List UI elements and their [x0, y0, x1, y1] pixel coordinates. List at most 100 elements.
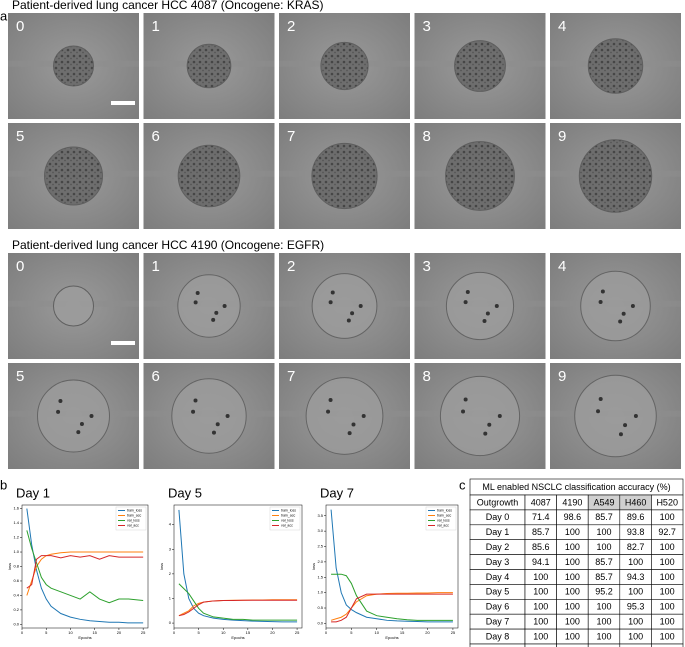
- y-tick-label: 1.5: [317, 574, 323, 579]
- table-value: 100: [660, 617, 675, 627]
- spheroid: [53, 45, 94, 87]
- table-value: Day 7: [486, 617, 510, 627]
- series-line: [330, 592, 453, 621]
- table-value: 100: [596, 617, 611, 627]
- spot: [326, 409, 331, 414]
- scale-bar: [111, 341, 135, 345]
- frame-label: 9: [558, 368, 566, 385]
- frame-label: 9: [558, 128, 566, 145]
- y-tick-label: 0.6: [13, 578, 19, 583]
- y-tick-label: 3.0: [317, 528, 323, 533]
- spot: [623, 423, 628, 428]
- spheroid: [44, 146, 103, 206]
- table-value: 94.3: [627, 572, 645, 582]
- table-value: 82.7: [627, 542, 645, 552]
- table-value: 100: [565, 527, 580, 537]
- y-tick-label: 1.0: [317, 590, 323, 595]
- spheroid: [580, 270, 651, 342]
- x-tick-label: 10: [375, 630, 380, 635]
- frame-label: 4: [558, 18, 566, 35]
- spheroid: [186, 43, 232, 89]
- x-tick-label: 0: [21, 630, 24, 635]
- legend-label: val_acc: [281, 523, 293, 527]
- spot: [483, 431, 488, 436]
- y-tick-label: 0.0: [13, 621, 19, 626]
- spot: [618, 319, 623, 324]
- y-tick-label: 2.0: [317, 559, 323, 564]
- spot: [485, 311, 490, 316]
- y-tick-label: 0: [169, 620, 172, 625]
- x-tick-label: 15: [92, 630, 97, 635]
- spot: [58, 399, 63, 404]
- legend-label: val_acc: [127, 523, 139, 527]
- spot: [461, 409, 466, 414]
- table-value: 100: [533, 602, 548, 612]
- x-tick-label: 15: [246, 630, 251, 635]
- frame-label: 2: [287, 18, 295, 35]
- table-value: 85.7: [595, 512, 613, 522]
- y-tick-label: 0.0: [317, 620, 323, 625]
- table-value: 71.4: [532, 512, 550, 522]
- spheroid: [37, 379, 110, 453]
- table-value: 100: [565, 602, 580, 612]
- series-line: [178, 509, 298, 623]
- spot: [76, 430, 81, 435]
- panel-label: b: [0, 477, 7, 492]
- spheroid: [311, 273, 378, 339]
- table-value: 100: [533, 631, 548, 641]
- spot: [79, 422, 84, 427]
- table-header: Outgrowth: [477, 497, 519, 507]
- legend-label: val_loss: [437, 518, 450, 522]
- series-line: [178, 599, 298, 617]
- spot: [630, 304, 635, 308]
- legend-box: [115, 506, 147, 531]
- x-tick-label: 25: [141, 630, 146, 635]
- spot: [222, 304, 227, 308]
- table-cell: [469, 643, 526, 647]
- series-line: [26, 551, 144, 596]
- table-value: 100: [660, 587, 675, 597]
- spot: [350, 311, 355, 316]
- x-axis-label: Epochs: [78, 635, 91, 640]
- table-value: 100: [660, 557, 675, 567]
- plot-frame: [173, 504, 303, 629]
- spot: [193, 300, 198, 305]
- group-title: Patient-derived lung cancer HCC 4190 (On…: [12, 238, 324, 252]
- spot: [596, 409, 601, 414]
- frame-label: 7: [287, 368, 295, 385]
- plot-frame: [325, 504, 459, 629]
- spot: [598, 299, 603, 304]
- table-value: 85.6: [532, 542, 550, 552]
- spheroid: [587, 38, 644, 94]
- spot: [358, 304, 363, 308]
- y-tick-label: 2.5: [317, 544, 323, 549]
- frame-label: 8: [423, 128, 431, 145]
- x-axis-label: Epochs: [385, 635, 398, 640]
- table-header: 4190: [562, 497, 582, 507]
- chart-title: Day 7: [320, 485, 354, 500]
- table-value: 100: [660, 572, 675, 582]
- spot: [465, 290, 470, 295]
- y-tick-label: 3: [169, 546, 172, 551]
- y-tick-label: 1.0: [13, 549, 19, 554]
- spot: [361, 414, 366, 418]
- legend-label: train_acc: [281, 513, 295, 517]
- spheroid: [574, 374, 657, 458]
- spot: [193, 398, 198, 403]
- table-value: Day 1: [486, 527, 510, 537]
- table-value: 100: [660, 602, 675, 612]
- spot: [56, 409, 61, 414]
- spot: [191, 409, 196, 414]
- spheroid: [454, 40, 506, 92]
- spot: [211, 317, 216, 322]
- y-tick-label: 0.4: [13, 593, 19, 598]
- chart-title: Day 5: [168, 485, 202, 500]
- table-value: 100: [628, 557, 643, 567]
- x-tick-label: 10: [221, 630, 226, 635]
- frame-label: 5: [16, 368, 24, 385]
- frame-label: 6: [152, 128, 160, 145]
- spot: [195, 291, 200, 296]
- table-value: 100: [596, 542, 611, 552]
- spheroid: [445, 271, 515, 341]
- table-value: 94.1: [532, 557, 550, 567]
